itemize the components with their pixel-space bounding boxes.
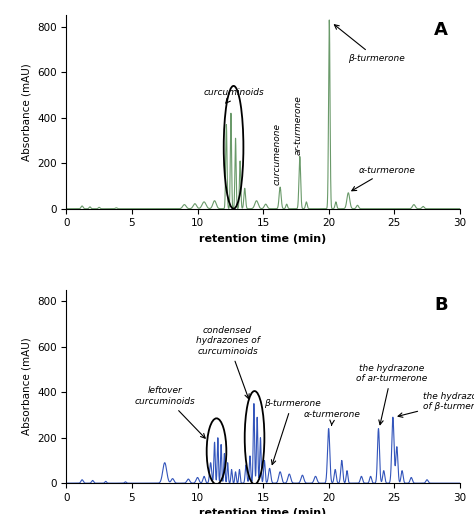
Text: A: A xyxy=(434,21,448,39)
Text: B: B xyxy=(434,296,448,314)
Text: the hydrazone
of ar-turmerone: the hydrazone of ar-turmerone xyxy=(356,364,427,425)
Text: β-turmerone: β-turmerone xyxy=(264,399,320,465)
Text: curcuminoids: curcuminoids xyxy=(204,88,265,103)
Y-axis label: Absorbance (mAU): Absorbance (mAU) xyxy=(21,338,31,435)
Text: α-turmerone: α-turmerone xyxy=(352,166,416,191)
Y-axis label: Absorbance (mAU): Absorbance (mAU) xyxy=(21,63,31,161)
Text: β-turmerone: β-turmerone xyxy=(334,25,405,63)
X-axis label: retention time (min): retention time (min) xyxy=(200,508,327,514)
Text: leftover
curcuminoids: leftover curcuminoids xyxy=(134,387,205,438)
X-axis label: retention time (min): retention time (min) xyxy=(200,234,327,244)
Text: condensed
hydrazones of
curcuminoids: condensed hydrazones of curcuminoids xyxy=(196,326,260,399)
Text: curcumenone: curcumenone xyxy=(273,123,282,185)
Text: α-turmerone: α-turmerone xyxy=(304,411,361,425)
Text: ar-turmerone: ar-turmerone xyxy=(293,96,302,155)
Text: the hydrazone
of β-turmerone: the hydrazone of β-turmerone xyxy=(398,392,474,417)
